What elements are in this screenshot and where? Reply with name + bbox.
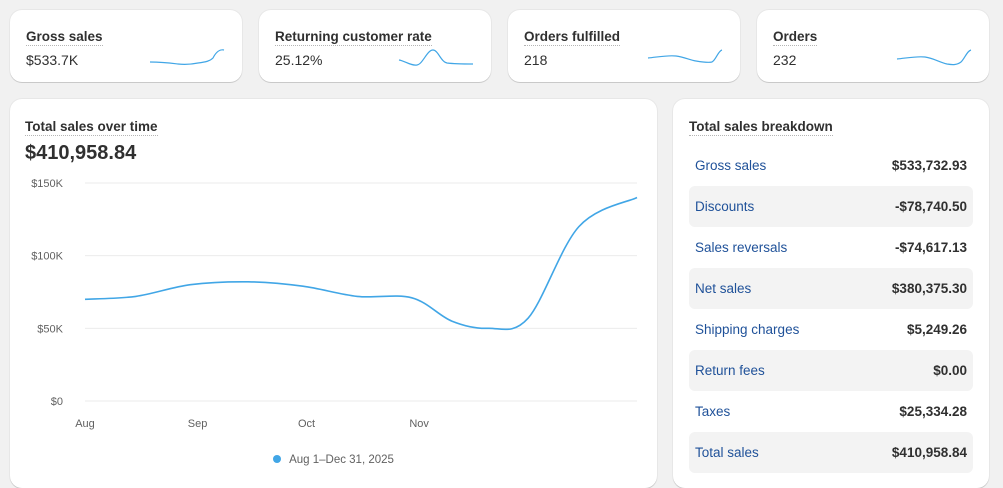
metric-title[interactable]: Gross sales — [26, 29, 103, 46]
breakdown-label[interactable]: Net sales — [695, 281, 752, 296]
breakdown-row-taxes: Taxes $25,334.28 — [689, 391, 973, 432]
sales-over-time-title[interactable]: Total sales over time — [25, 119, 158, 136]
breakdown-value: -$78,740.50 — [894, 199, 967, 214]
breakdown-label[interactable]: Taxes — [695, 404, 731, 419]
chart-grid — [85, 182, 637, 402]
y-tick-label: $50K — [37, 323, 63, 335]
sparkline — [896, 49, 972, 66]
chart-axes: $0 $50K $100K $150K Aug Sep Oct Nov — [31, 178, 429, 430]
breakdown-row-total-sales: Total sales $410,958.84 — [689, 432, 973, 473]
metric-value: $533.7K — [26, 52, 79, 68]
breakdown-label[interactable]: Total sales — [695, 445, 759, 460]
metric-card-gross-sales[interactable]: Gross sales $533.7K — [10, 10, 242, 82]
sparkline-line — [149, 49, 225, 66]
x-tick-label: Oct — [298, 418, 315, 430]
metric-value: 25.12% — [275, 52, 323, 68]
sparkline — [398, 49, 474, 66]
sales-over-time-total: $410,958.84 — [25, 142, 137, 164]
breakdown-row-discounts: Discounts -$78,740.50 — [689, 186, 973, 227]
x-tick-label: Sep — [188, 418, 208, 430]
metric-card-returning-customer-rate[interactable]: Returning customer rate 25.12% — [259, 10, 491, 82]
sparkline-line — [398, 49, 474, 66]
metric-title[interactable]: Orders — [773, 29, 818, 46]
metric-value: 218 — [524, 52, 548, 68]
sparkline — [149, 49, 225, 66]
chart-legend: Aug 1–Dec 31, 2025 — [10, 454, 657, 466]
breakdown-label[interactable]: Discounts — [695, 199, 755, 214]
breakdown-row-gross-sales: Gross sales $533,732.93 — [689, 145, 973, 186]
metric-card-orders-fulfilled[interactable]: Orders fulfilled 218 — [508, 10, 740, 82]
x-tick-label: Nov — [409, 418, 429, 430]
breakdown-value: $410,958.84 — [891, 445, 967, 460]
legend-label: Aug 1–Dec 31, 2025 — [289, 454, 394, 466]
breakdown-label[interactable]: Return fees — [695, 363, 765, 378]
breakdown-label[interactable]: Sales reversals — [695, 240, 788, 255]
breakdown-row-shipping-charges: Shipping charges $5,249.26 — [689, 309, 973, 350]
breakdown-value: $25,334.28 — [899, 404, 967, 419]
sales-line-chart: $0 $50K $100K $150K Aug Sep Oct Nov — [31, 178, 638, 430]
sparkline — [647, 49, 723, 64]
breakdown-label[interactable]: Shipping charges — [695, 322, 800, 337]
breakdown-label[interactable]: Gross sales — [695, 158, 767, 173]
breakdown-value: $0.00 — [933, 363, 967, 378]
breakdown-value: $533,732.93 — [891, 158, 967, 173]
sales-breakdown-title[interactable]: Total sales breakdown — [689, 119, 833, 136]
metric-value: 232 — [773, 52, 797, 68]
series-line-total-sales — [84, 196, 638, 331]
y-tick-label: $100K — [31, 251, 63, 263]
sparkline-line — [647, 49, 723, 64]
metric-title[interactable]: Returning customer rate — [275, 29, 432, 46]
y-tick-label: $0 — [51, 396, 63, 408]
y-tick-label: $150K — [31, 178, 63, 190]
legend-dot — [273, 455, 282, 463]
breakdown-row-sales-reversals: Sales reversals -$74,617.13 — [689, 227, 973, 268]
sales-breakdown-card: Total sales breakdown Gross sales $533,73… — [673, 99, 989, 488]
breakdown-list: Gross sales $533,732.93 Discounts -$78,740… — [689, 145, 973, 473]
x-tick-label: Aug — [75, 418, 95, 430]
sales-over-time-card: Total sales over time $410,958.84 $0 $50K… — [10, 99, 657, 488]
breakdown-value: $380,375.30 — [891, 281, 967, 296]
breakdown-row-net-sales: Net sales $380,375.30 — [689, 268, 973, 309]
metric-title[interactable]: Orders fulfilled — [524, 29, 621, 46]
metric-card-orders[interactable]: Orders 232 — [757, 10, 989, 82]
sparkline-line — [896, 49, 972, 66]
breakdown-value: $5,249.26 — [906, 322, 967, 337]
breakdown-value: -$74,617.13 — [894, 240, 967, 255]
breakdown-row-return-fees: Return fees $0.00 — [689, 350, 973, 391]
